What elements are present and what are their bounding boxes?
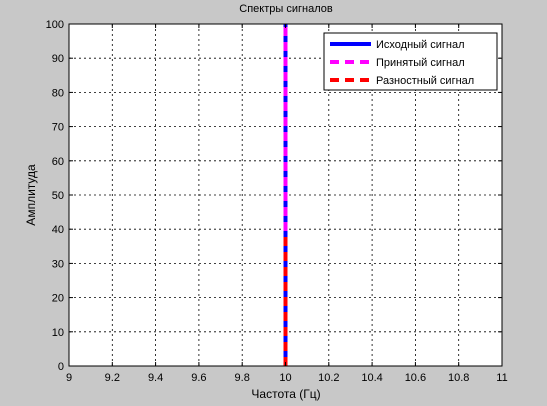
y-tick-label: 80 (52, 87, 64, 99)
legend-label-2: Принятый сигнал (376, 57, 465, 69)
legend: Исходный сигнал Принятый сигнал Разностный… (323, 32, 498, 91)
x-tick-label: 11 (496, 372, 507, 384)
x-tick-label: 9 (66, 372, 72, 384)
y-tick-label: 10 (52, 327, 64, 339)
x-tick-label: 10.4 (361, 372, 382, 384)
y-tick-label: 50 (52, 190, 64, 202)
y-tick-label: 90 (52, 53, 64, 65)
chart-title: Спектры сигналов (239, 3, 333, 15)
x-axis-label: Частота (Гц) (251, 387, 320, 401)
y-tick-label: 60 (52, 156, 64, 168)
x-tick-label: 10.8 (448, 372, 469, 384)
x-tick-label: 9.6 (191, 372, 206, 384)
y-axis-label: Амплитуда (24, 164, 38, 226)
x-tick-label: 10.2 (318, 372, 339, 384)
legend-label-1: Исходный сигнал (376, 39, 465, 51)
y-tick-label: 0 (58, 361, 64, 373)
x-tick-label: 10.6 (405, 372, 426, 384)
y-tick-label: 20 (52, 293, 64, 305)
axis-ticks: 9 9.2 9.4 9.6 9.8 10 10.2 10.4 10.6 10.8 11 0 10 20 30… (46, 19, 508, 384)
x-tick-label: 9.4 (148, 372, 163, 384)
x-tick-label: 9.8 (235, 372, 250, 384)
x-tick-label: 10 (279, 372, 291, 384)
y-tick-label: 30 (52, 258, 64, 270)
y-tick-label: 100 (46, 19, 64, 31)
legend-label-3: Разностный сигнал (376, 75, 474, 87)
y-tick-label: 40 (52, 224, 64, 236)
y-tick-label: 70 (52, 122, 64, 134)
x-tick-label: 9.2 (105, 372, 120, 384)
